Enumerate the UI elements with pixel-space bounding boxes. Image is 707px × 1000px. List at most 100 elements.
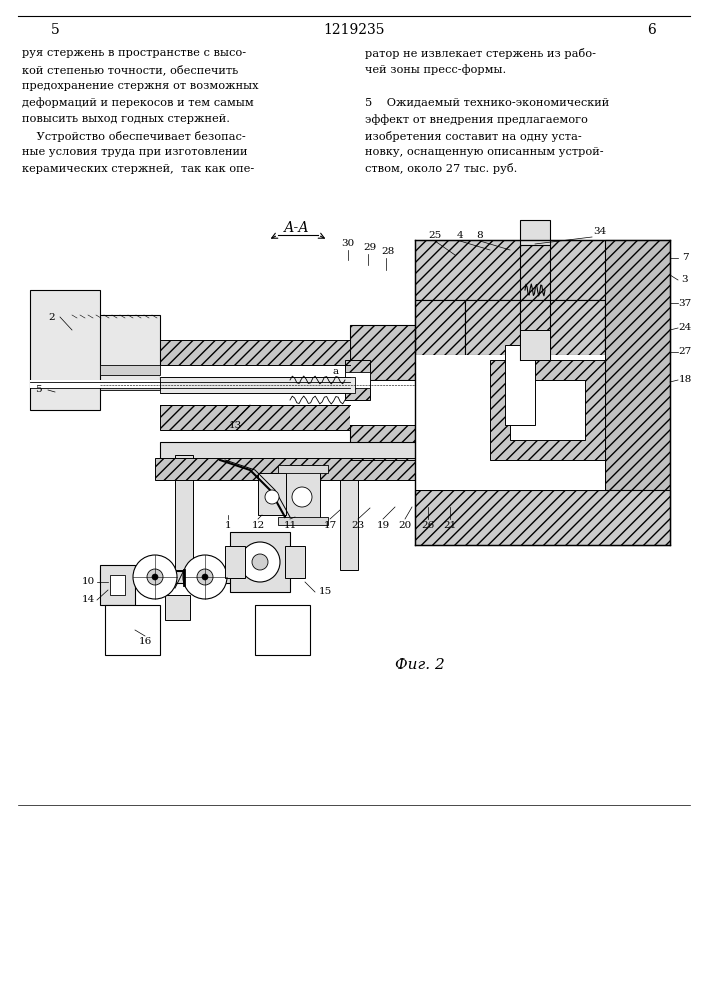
Text: 6: 6 xyxy=(648,23,656,37)
Text: 18: 18 xyxy=(679,375,691,384)
Text: предохранение стержня от возможных: предохранение стержня от возможных xyxy=(22,81,259,91)
Bar xyxy=(100,380,160,390)
Text: Фиг. 2: Фиг. 2 xyxy=(395,658,445,672)
Circle shape xyxy=(252,554,268,570)
Bar xyxy=(285,465,320,520)
Text: 30: 30 xyxy=(341,239,355,248)
Bar xyxy=(100,365,160,375)
Bar xyxy=(255,605,310,655)
Bar xyxy=(415,240,670,300)
Bar xyxy=(350,380,415,425)
Bar xyxy=(345,360,370,400)
Text: 8: 8 xyxy=(477,231,484,239)
Bar xyxy=(155,458,425,480)
Text: 17: 17 xyxy=(323,520,337,530)
Bar xyxy=(490,360,605,460)
Text: 16: 16 xyxy=(139,638,151,647)
Bar xyxy=(605,240,670,545)
Bar xyxy=(415,425,605,490)
Text: ные условия труда при изготовлении: ные условия труда при изготовлении xyxy=(22,147,247,157)
Text: ратор не извлекает стержень из рабо-: ратор не извлекает стержень из рабо- xyxy=(365,48,596,59)
Bar xyxy=(110,575,125,595)
Bar xyxy=(160,340,350,365)
Text: деформаций и перекосов и тем самым: деформаций и перекосов и тем самым xyxy=(22,98,254,108)
Bar xyxy=(415,355,605,425)
Text: 23: 23 xyxy=(351,520,365,530)
Bar xyxy=(505,345,535,425)
Text: 19: 19 xyxy=(376,520,390,530)
Text: керамических стержней,  так как опе-: керамических стержней, так как опе- xyxy=(22,163,255,174)
Bar xyxy=(175,455,193,570)
Text: 34: 34 xyxy=(593,228,607,236)
Text: 1: 1 xyxy=(225,520,231,530)
Bar xyxy=(100,571,280,583)
Bar xyxy=(105,605,160,655)
Text: 2: 2 xyxy=(49,312,55,322)
Bar xyxy=(30,380,160,388)
Circle shape xyxy=(183,555,227,599)
Text: 20: 20 xyxy=(398,520,411,530)
Bar xyxy=(340,460,358,570)
Text: новку, оснащенную описанным устрой-: новку, оснащенную описанным устрой- xyxy=(365,147,604,157)
Text: кой степенью точности, обеспечить: кой степенью точности, обеспечить xyxy=(22,64,238,75)
Text: 26: 26 xyxy=(421,520,435,530)
Bar xyxy=(160,377,355,393)
Bar xyxy=(165,595,190,620)
Text: 5: 5 xyxy=(35,385,41,394)
Bar xyxy=(415,300,465,355)
Bar xyxy=(160,405,350,430)
Bar xyxy=(160,365,350,405)
Text: изобретения составит на одну уста-: изобретения составит на одну уста- xyxy=(365,130,582,141)
Circle shape xyxy=(133,555,177,599)
Text: 14: 14 xyxy=(81,595,95,604)
Text: 29: 29 xyxy=(363,243,377,252)
Bar xyxy=(258,473,286,515)
Text: a: a xyxy=(333,367,339,376)
Text: 24: 24 xyxy=(679,324,691,332)
Bar xyxy=(278,465,328,473)
Text: повысить выход годных стержней.: повысить выход годных стержней. xyxy=(22,114,230,124)
Bar xyxy=(278,517,328,525)
Text: 21: 21 xyxy=(443,520,457,530)
Circle shape xyxy=(292,487,312,507)
Bar xyxy=(68,315,160,385)
Bar xyxy=(225,546,245,578)
Bar xyxy=(350,325,415,380)
Circle shape xyxy=(265,490,279,504)
Circle shape xyxy=(147,569,163,585)
Bar xyxy=(465,300,605,355)
Text: 28: 28 xyxy=(381,247,395,256)
Text: 5: 5 xyxy=(51,23,59,37)
Bar xyxy=(520,220,550,245)
Bar xyxy=(605,300,670,355)
Bar xyxy=(510,380,585,440)
Text: 3: 3 xyxy=(682,275,689,284)
Bar xyxy=(350,405,415,460)
Text: 5    Ожидаемый технико-экономический: 5 Ожидаемый технико-экономический xyxy=(365,98,609,107)
Text: 1219235: 1219235 xyxy=(323,23,385,37)
Bar xyxy=(100,565,135,605)
Bar xyxy=(345,372,370,388)
Bar xyxy=(30,290,100,410)
Text: 4: 4 xyxy=(457,231,463,239)
Text: 12: 12 xyxy=(252,520,264,530)
Bar xyxy=(285,546,305,578)
Text: 11: 11 xyxy=(284,520,297,530)
Bar xyxy=(415,490,670,545)
Bar xyxy=(520,330,550,360)
Text: 27: 27 xyxy=(679,348,691,357)
Circle shape xyxy=(152,574,158,580)
Text: 15: 15 xyxy=(318,587,332,596)
Text: эффект от внедрения предлагаемого: эффект от внедрения предлагаемого xyxy=(365,114,588,125)
Bar xyxy=(160,442,420,460)
Bar xyxy=(230,532,290,592)
Text: ством, около 27 тыс. руб.: ством, около 27 тыс. руб. xyxy=(365,163,518,174)
Text: Устройство обеспечивает безопас-: Устройство обеспечивает безопас- xyxy=(22,130,246,141)
Text: 37: 37 xyxy=(679,298,691,308)
Text: А-А: А-А xyxy=(284,221,310,235)
Text: 25: 25 xyxy=(428,231,442,239)
Text: 13: 13 xyxy=(228,420,242,430)
Text: 7: 7 xyxy=(682,253,689,262)
Text: руя стержень в пространстве с высо-: руя стержень в пространстве с высо- xyxy=(22,48,246,58)
Circle shape xyxy=(202,574,208,580)
